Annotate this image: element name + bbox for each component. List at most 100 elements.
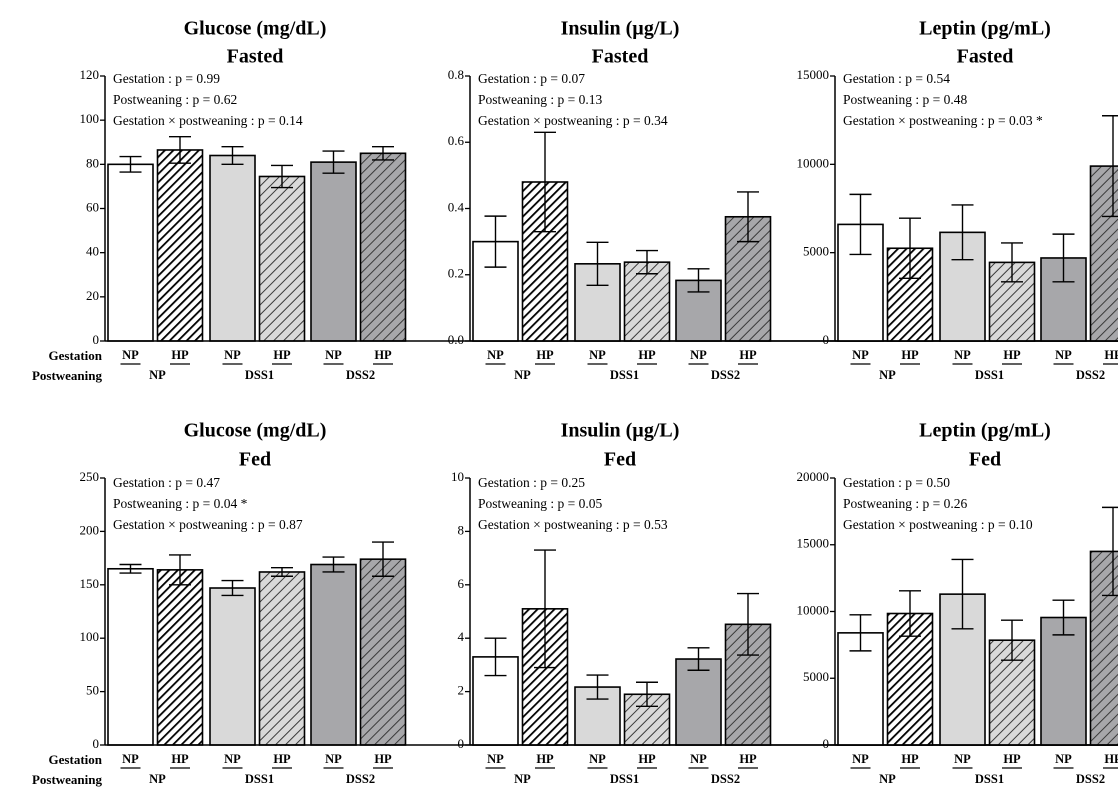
y-tick-label: 20000	[797, 469, 830, 484]
annotation: Postweaning : p = 0.62	[113, 92, 237, 107]
annotation: Gestation × postweaning : p = 0.87	[113, 517, 303, 532]
chart-title: Leptin (pg/mL)	[919, 420, 1051, 442]
chart-title: Insulin (µg/L)	[561, 18, 680, 40]
error-bar	[119, 563, 142, 574]
y-tick-label: 0.6	[448, 133, 465, 148]
y-tick-label: 10000	[797, 602, 830, 617]
x-tick-label: NP	[852, 752, 869, 766]
bar	[1089, 550, 1118, 746]
x-tick-label: HP	[739, 752, 757, 766]
x-tick-label: HP	[171, 752, 189, 766]
bar	[156, 569, 204, 746]
x-tick-label: HP	[273, 752, 291, 766]
bar	[258, 175, 306, 342]
x-tick-label: NP	[690, 752, 707, 766]
error-bar	[1102, 506, 1118, 597]
chart-subtitle: Fasted	[957, 46, 1014, 68]
x-tick-label: NP	[690, 348, 707, 362]
y-tick-label: 6	[458, 576, 465, 591]
chart-title: Glucose (mg/dL)	[184, 18, 327, 40]
error-bar	[372, 541, 394, 577]
error-bar	[849, 614, 872, 652]
x-tick-label: HP	[1003, 348, 1021, 362]
error-bar	[687, 647, 710, 671]
bar	[1089, 165, 1118, 342]
error-bar	[271, 567, 293, 577]
x-tick-label: NP	[852, 348, 869, 362]
y-tick-label: 0	[823, 736, 830, 751]
error-bar	[1052, 599, 1075, 636]
y-tick-label: 100	[80, 629, 100, 644]
x-tick-label: HP	[374, 752, 392, 766]
bar	[156, 149, 204, 342]
annotation: Gestation × postweaning : p = 0.10	[843, 517, 1033, 532]
x-tick-label: HP	[374, 348, 392, 362]
annotation: Gestation : p = 0.47	[113, 475, 220, 490]
group-label: NP	[879, 368, 896, 382]
bar	[1040, 616, 1087, 746]
error-bar	[221, 579, 244, 597]
x-tick-label: NP	[487, 348, 504, 362]
x-tick-label: HP	[638, 348, 656, 362]
annotation: Postweaning : p = 0.26	[843, 496, 967, 511]
bar	[310, 161, 357, 342]
error-bar	[534, 549, 556, 669]
group-label: NP	[514, 368, 531, 382]
error-bar	[899, 590, 921, 637]
error-bar	[586, 241, 609, 287]
error-bar	[169, 554, 191, 586]
x-tick-label: HP	[739, 348, 757, 362]
x-tick-label: NP	[325, 752, 342, 766]
y-tick-label: 15000	[797, 536, 830, 551]
bar	[472, 240, 519, 342]
y-tick-label: 0	[823, 332, 830, 347]
annotation: Postweaning : p = 0.13	[478, 92, 602, 107]
group-label: NP	[149, 772, 166, 786]
bar	[359, 558, 407, 746]
group-label: NP	[514, 772, 531, 786]
annotation: Gestation × postweaning : p = 0.53	[478, 517, 668, 532]
group-label: DSS2	[711, 368, 740, 382]
annotation: Gestation : p = 0.54	[843, 71, 950, 86]
chart-title: Insulin (µg/L)	[561, 420, 680, 442]
x-tick-label: NP	[1055, 348, 1072, 362]
x-tick-label: NP	[1055, 752, 1072, 766]
error-bar	[534, 131, 556, 233]
error-bar	[636, 681, 658, 707]
bar	[359, 152, 407, 342]
y-tick-label: 5000	[803, 244, 829, 259]
error-bar	[221, 145, 244, 166]
x-tick-label: NP	[325, 348, 342, 362]
annotation: Gestation × postweaning : p = 0.14	[113, 113, 303, 128]
group-label: DSS1	[610, 772, 639, 786]
chart-subtitle: Fed	[239, 449, 271, 471]
x-tick-label: NP	[954, 752, 971, 766]
y-tick-label: 150	[80, 576, 100, 591]
group-label: DSS1	[975, 368, 1004, 382]
error-bar	[849, 193, 872, 256]
group-label: DSS1	[245, 772, 274, 786]
error-bar	[1001, 619, 1023, 661]
x-tick-label: HP	[1003, 752, 1021, 766]
bar	[623, 261, 671, 342]
bar	[107, 163, 154, 342]
x-tick-label: HP	[273, 348, 291, 362]
chart-subtitle: Fed	[969, 449, 1001, 471]
y-tick-label: 4	[458, 629, 465, 644]
x-tick-label: HP	[171, 348, 189, 362]
y-tick-label: 0	[458, 736, 465, 751]
group-label: DSS2	[1076, 368, 1105, 382]
annotation: Gestation : p = 0.25	[478, 475, 585, 490]
y-tick-label: 50	[86, 683, 99, 698]
bar	[258, 571, 306, 746]
error-bar	[951, 558, 974, 630]
annotation: Postweaning : p = 0.48	[843, 92, 967, 107]
y-tick-label: 10	[451, 469, 464, 484]
error-bar	[737, 592, 759, 656]
chart-subtitle: Fasted	[592, 46, 649, 68]
group-label: DSS2	[1076, 772, 1105, 786]
chart-subtitle: Fed	[604, 449, 636, 471]
x-tick-label: NP	[589, 752, 606, 766]
error-bar	[372, 145, 394, 161]
